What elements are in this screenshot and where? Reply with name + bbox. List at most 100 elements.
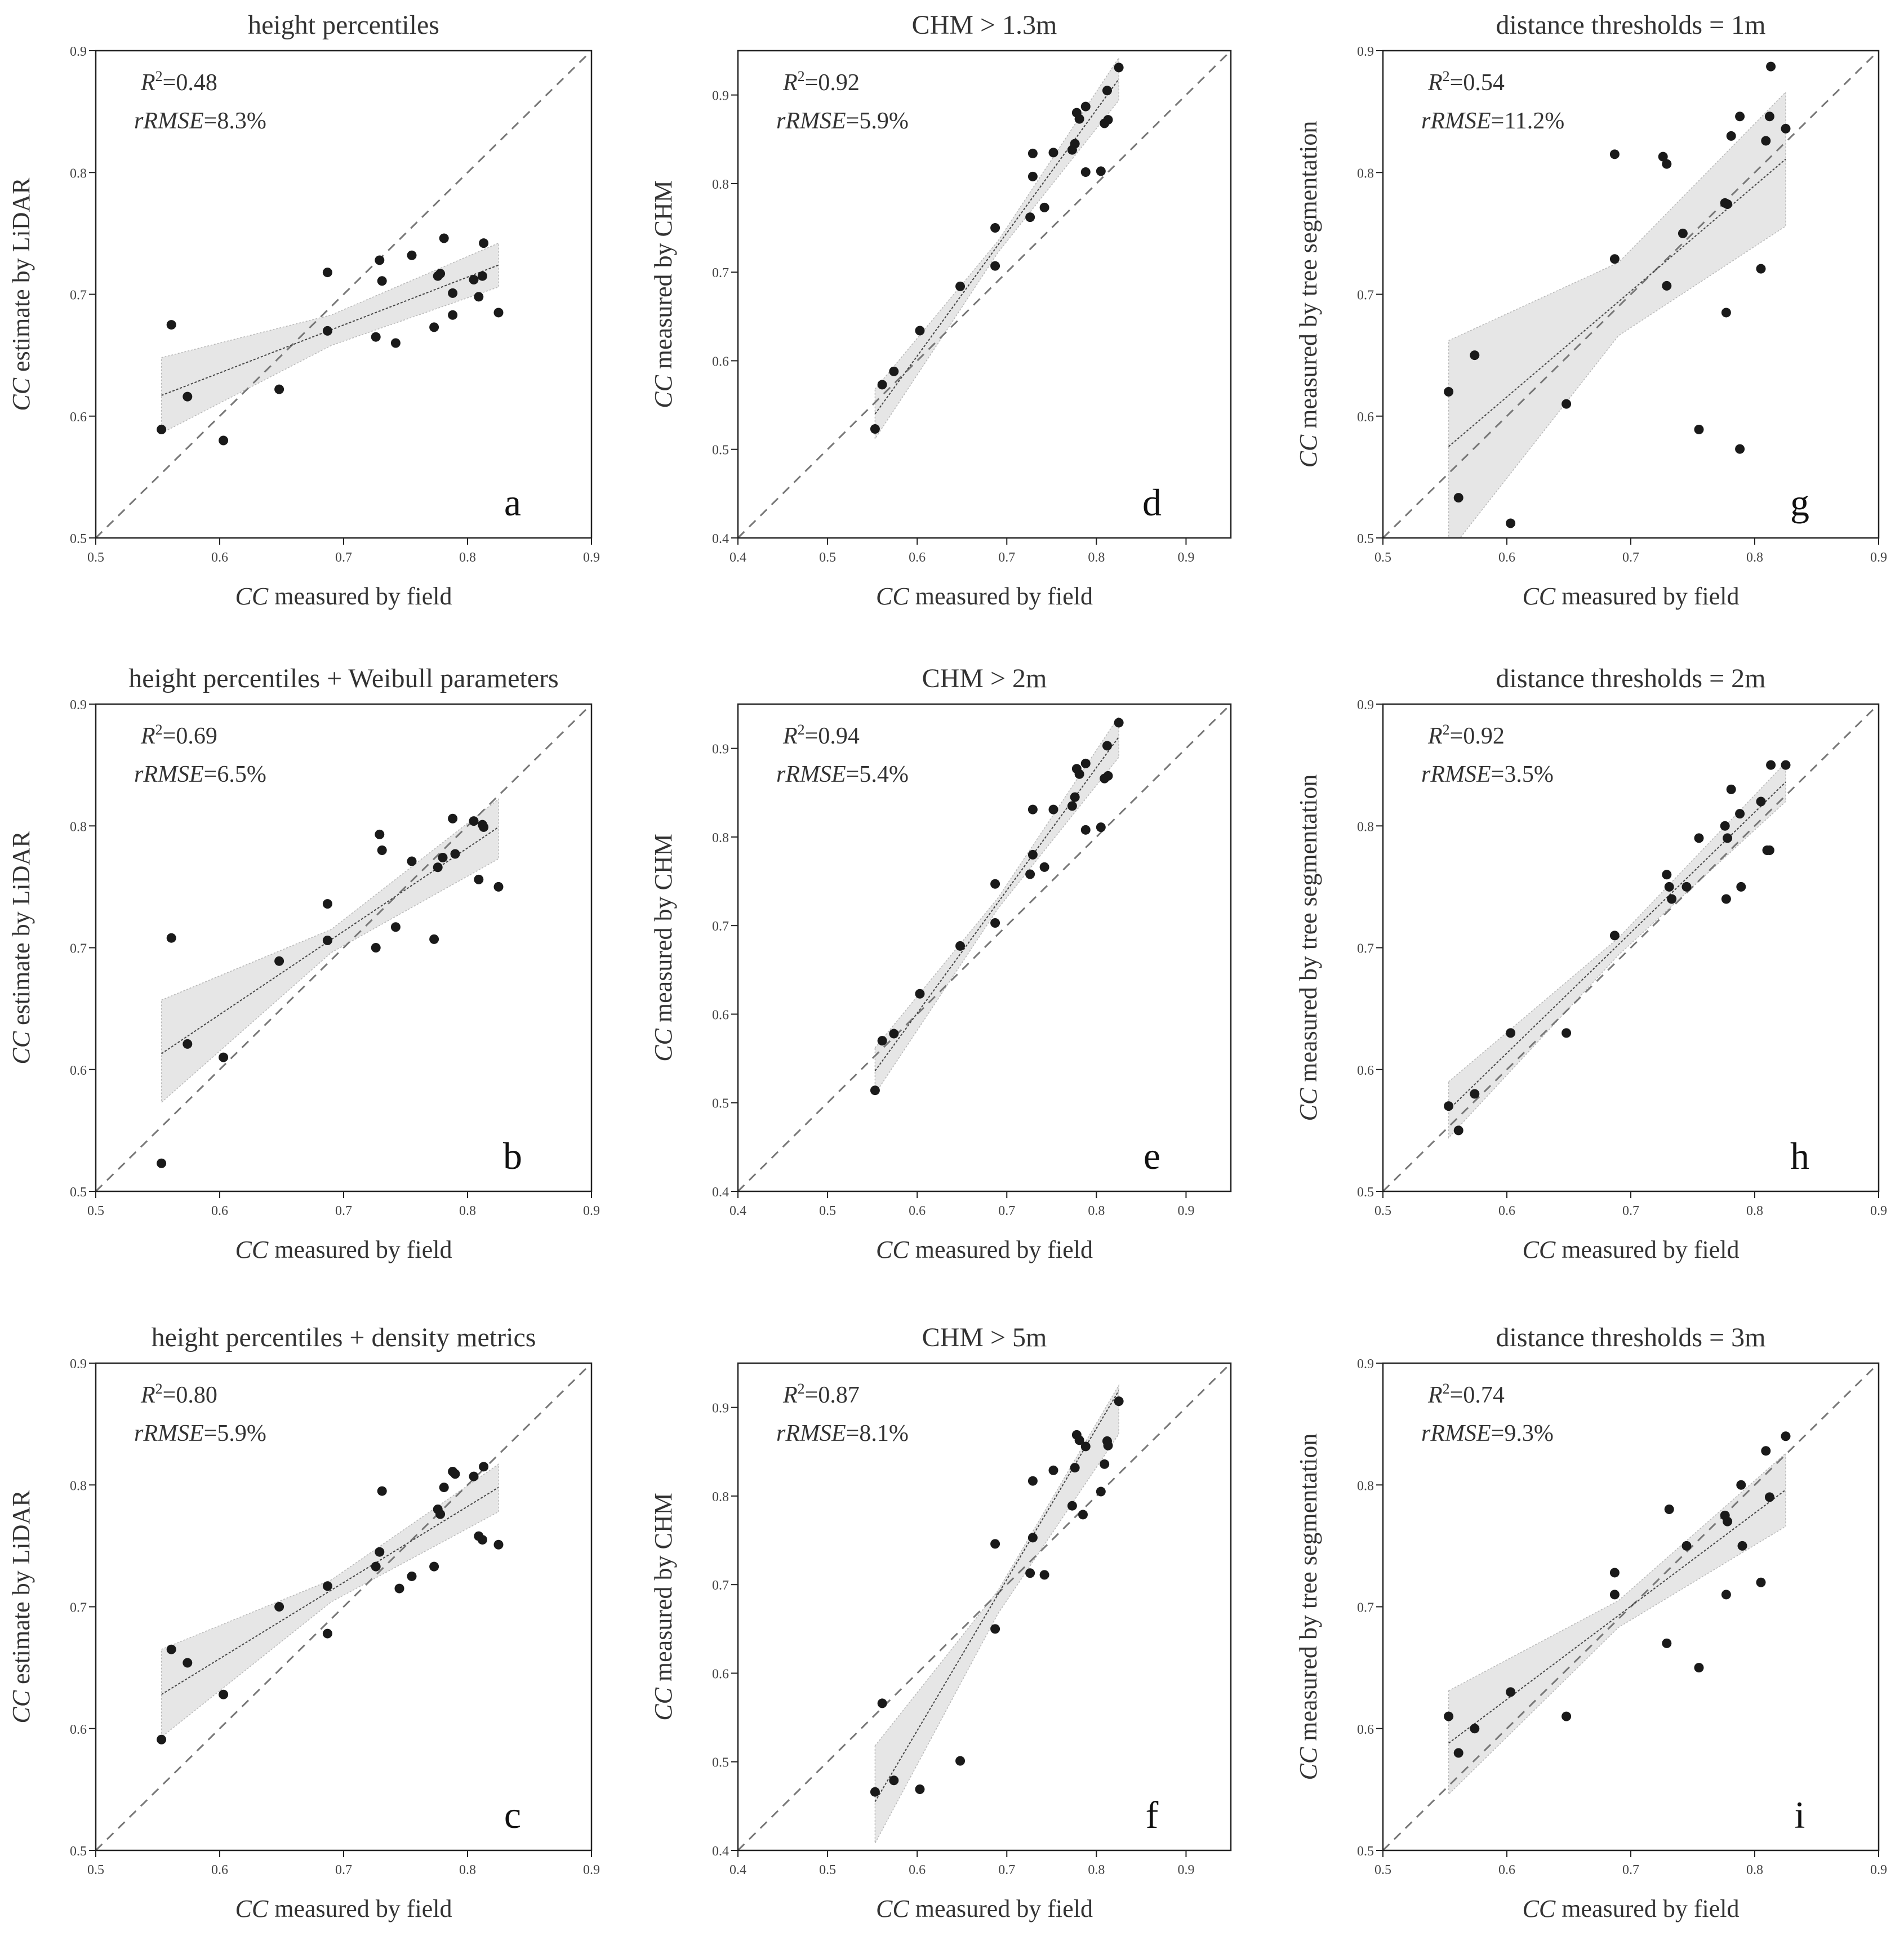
rrmse-text: rRMSE=9.3% xyxy=(1421,1421,1554,1447)
panel-letter: b xyxy=(503,1134,522,1177)
data-point xyxy=(1681,882,1692,892)
x-tick-label: 0.6 xyxy=(909,1863,926,1877)
y-tick-label: 0.8 xyxy=(712,1490,729,1505)
data-point xyxy=(990,879,1000,889)
data-point xyxy=(1078,1510,1088,1520)
data-point xyxy=(870,1085,880,1096)
data-point xyxy=(1609,254,1620,264)
data-point xyxy=(390,338,401,348)
data-point xyxy=(407,1571,417,1581)
x-tick-label: 0.4 xyxy=(729,550,746,565)
panel-title: CHM > 2m xyxy=(922,664,1047,693)
y-tick-label: 0.8 xyxy=(712,831,729,845)
panel-title: height percentiles + density metrics xyxy=(152,1323,536,1352)
data-point xyxy=(157,1158,167,1168)
data-point xyxy=(375,255,385,265)
y-tick-label: 0.5 xyxy=(70,1185,87,1200)
y-tick-label: 0.6 xyxy=(70,410,87,425)
y-axis-label-text: measured by tree segmentation xyxy=(1294,1434,1322,1747)
x-tick-label: 0.8 xyxy=(459,550,476,565)
data-point xyxy=(448,310,458,320)
data-point xyxy=(870,1787,880,1797)
one-to-one-line xyxy=(96,704,591,1191)
panel-letter: i xyxy=(1795,1793,1805,1836)
plot-area xyxy=(738,51,1231,538)
plot-frame xyxy=(737,1362,1232,1852)
y-axis-label-var: CC xyxy=(1294,434,1322,468)
rrmse-symbol: rRMSE xyxy=(776,762,846,787)
x-axis-label-text: measured by field xyxy=(1555,1236,1739,1263)
data-point xyxy=(990,1624,1000,1634)
r-squared-value: =0.92 xyxy=(805,70,860,96)
data-point xyxy=(1721,308,1731,318)
data-point xyxy=(166,933,176,943)
panel-h: 0.5 0.6 0.7 0.8 0.9 0.5 0.6 0.7 0.8 0.9 distance t… xyxy=(1294,664,1887,1263)
x-tick-label: 0.5 xyxy=(1374,1204,1391,1218)
x-axis-label-text: measured by field xyxy=(1555,1895,1739,1922)
data-point xyxy=(479,238,489,248)
plot-area xyxy=(1383,704,1879,1191)
panel-letter: c xyxy=(504,1793,521,1836)
y-tick-label: 0.7 xyxy=(1357,288,1374,303)
data-point xyxy=(479,1462,489,1472)
confidence-band xyxy=(1448,761,1786,1139)
y-tick-label: 0.5 xyxy=(1357,1844,1374,1859)
x-tick-label: 0.8 xyxy=(1746,550,1763,565)
rrmse-text: rRMSE=3.5% xyxy=(1421,762,1554,787)
data-point xyxy=(1048,1465,1058,1475)
x-axis-label-text: measured by field xyxy=(1555,582,1739,610)
rrmse-value: =3.5% xyxy=(1491,762,1554,787)
data-point xyxy=(990,918,1000,928)
y-tick-label: 0.7 xyxy=(1357,1601,1374,1615)
y-tick-label: 0.5 xyxy=(712,443,729,458)
panel-title: CHM > 1.3m xyxy=(912,10,1057,40)
x-tick-label: 0.8 xyxy=(1088,1863,1105,1877)
r-squared-symbol: R xyxy=(1427,70,1443,96)
data-point xyxy=(915,1784,925,1794)
data-point xyxy=(1103,115,1113,125)
x-tick-label: 0.5 xyxy=(87,1204,104,1218)
one-to-one-line xyxy=(96,1363,591,1850)
rrmse-symbol: rRMSE xyxy=(1421,1421,1491,1447)
data-point xyxy=(479,822,489,832)
r-squared-text: R2=0.54 xyxy=(1427,68,1505,96)
x-axis-label-text: measured by field xyxy=(909,1895,1093,1922)
r-squared-value: =0.94 xyxy=(805,723,860,749)
r-squared-exponent: 2 xyxy=(1443,1381,1450,1397)
y-tick-label: 0.4 xyxy=(712,1185,729,1200)
data-point xyxy=(1039,862,1049,872)
data-point xyxy=(407,856,417,866)
y-tick-label: 0.4 xyxy=(712,1844,729,1859)
panel-letter: f xyxy=(1146,1793,1159,1836)
data-point xyxy=(1114,718,1124,728)
y-tick-label: 0.6 xyxy=(1357,1063,1374,1078)
y-tick-label: 0.6 xyxy=(70,1063,87,1078)
panel-f: 0.4 0.5 0.6 0.7 0.8 0.9 0.4 0.5 0.6 0.7 0.8 0.9 CHM … xyxy=(650,1323,1232,1922)
data-point xyxy=(1096,1487,1106,1497)
y-axis-label-var: CC xyxy=(1294,1747,1322,1780)
data-point xyxy=(1764,845,1774,855)
panel-i: 0.5 0.6 0.7 0.8 0.9 0.5 0.6 0.7 0.8 0.9 distance t… xyxy=(1294,1323,1887,1922)
data-point xyxy=(1039,1570,1049,1580)
data-point xyxy=(429,322,439,332)
data-point xyxy=(1506,1687,1516,1697)
data-point xyxy=(1027,804,1038,815)
one-to-one-line xyxy=(1383,704,1879,1191)
plot-area xyxy=(1383,51,1879,538)
data-point xyxy=(1735,444,1745,454)
x-tick-label: 0.9 xyxy=(1870,1863,1887,1877)
y-tick-label: 0.6 xyxy=(712,354,729,369)
x-tick-label: 0.6 xyxy=(1498,1863,1515,1877)
r-squared-text: R2=0.92 xyxy=(1427,722,1505,749)
rrmse-value: =5.4% xyxy=(846,762,909,787)
y-axis-label-text: measured by CHM xyxy=(650,1493,677,1688)
y-axis-label: CC estimate by LiDAR xyxy=(7,831,35,1065)
x-tick-label: 0.6 xyxy=(1498,550,1515,565)
data-point xyxy=(1664,882,1674,892)
data-point xyxy=(1694,833,1704,843)
y-axis-label-var: CC xyxy=(650,1687,677,1720)
data-point xyxy=(1662,870,1672,880)
data-point xyxy=(493,882,504,892)
panel-title: distance thresholds = 2m xyxy=(1496,664,1766,693)
x-tick-label: 0.8 xyxy=(1088,550,1105,565)
